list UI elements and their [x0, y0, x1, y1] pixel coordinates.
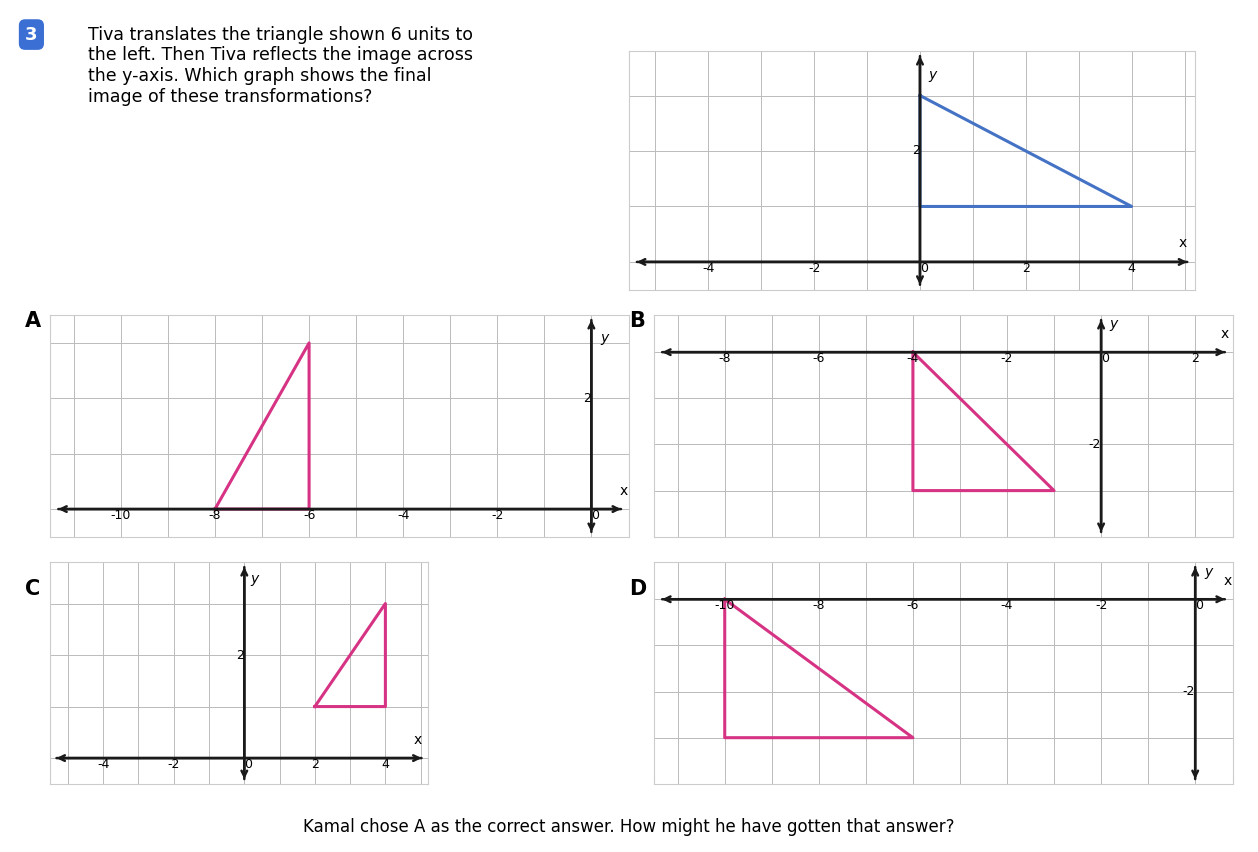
Text: -10: -10: [111, 509, 131, 522]
Text: y: y: [1204, 565, 1213, 579]
Text: 4: 4: [381, 758, 389, 771]
Text: Tiva translates the triangle shown 6 units to
the left. Then Tiva reflects the i: Tiva translates the triangle shown 6 uni…: [88, 26, 473, 106]
Text: 2: 2: [584, 392, 591, 405]
Text: 2: 2: [912, 145, 920, 158]
Text: 0: 0: [591, 509, 599, 522]
Text: -4: -4: [398, 509, 409, 522]
Text: -2: -2: [1001, 352, 1013, 366]
Text: Kamal chose A as the correct answer. How might he have gotten that answer?: Kamal chose A as the correct answer. How…: [303, 818, 955, 836]
Text: x: x: [1224, 574, 1232, 588]
Text: -6: -6: [907, 599, 920, 613]
Text: A: A: [25, 311, 42, 331]
Text: y: y: [600, 331, 609, 345]
Text: -10: -10: [715, 599, 735, 613]
Text: 2: 2: [311, 758, 318, 771]
Text: 0: 0: [1101, 352, 1110, 366]
Text: x: x: [414, 733, 423, 747]
Text: C: C: [25, 579, 40, 599]
Text: 0: 0: [920, 262, 928, 275]
Text: 0: 0: [244, 758, 253, 771]
Text: -4: -4: [907, 352, 920, 366]
Text: 2: 2: [237, 648, 244, 661]
Text: -2: -2: [1094, 599, 1107, 613]
Text: 2: 2: [1021, 262, 1030, 275]
Text: y: y: [928, 68, 937, 82]
Text: -2: -2: [1088, 438, 1101, 451]
Text: -6: -6: [303, 509, 316, 522]
Text: D: D: [629, 579, 647, 599]
Text: y: y: [250, 572, 258, 586]
Text: -8: -8: [209, 509, 221, 522]
Text: -4: -4: [1001, 599, 1013, 613]
Text: x: x: [620, 484, 628, 498]
Text: y: y: [1110, 317, 1118, 331]
Text: 4: 4: [1127, 262, 1136, 275]
Text: -6: -6: [813, 352, 825, 366]
Text: 0: 0: [1195, 599, 1203, 613]
Text: -8: -8: [813, 599, 825, 613]
Text: -2: -2: [491, 509, 503, 522]
Text: -2: -2: [167, 758, 180, 771]
Text: 3: 3: [25, 26, 38, 43]
Text: -8: -8: [718, 352, 731, 366]
Text: -2: -2: [1183, 685, 1195, 698]
Text: x: x: [1220, 327, 1229, 341]
Text: -2: -2: [808, 262, 820, 275]
Text: x: x: [1179, 236, 1186, 250]
Text: -4: -4: [702, 262, 715, 275]
Text: 2: 2: [1191, 352, 1199, 366]
Text: B: B: [629, 311, 645, 331]
Text: -4: -4: [97, 758, 109, 771]
